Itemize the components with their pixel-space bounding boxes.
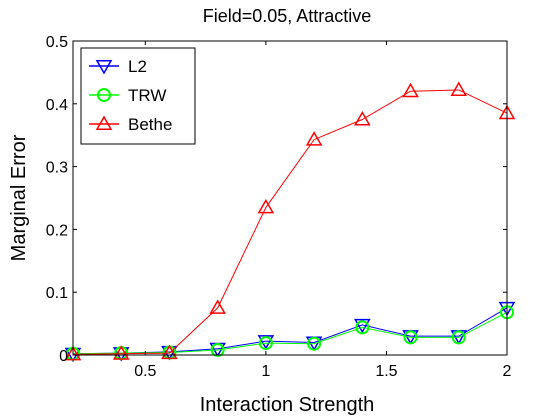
data-point-l2 [354, 318, 371, 334]
data-point-bethe [402, 82, 419, 98]
plot-frame [72, 40, 508, 356]
legend-entry-bethe: Bethe [89, 115, 172, 134]
data-point-bethe [161, 344, 178, 360]
x-tick-label: 1.5 [375, 363, 397, 380]
legend-marker-bethe [95, 115, 113, 130]
data-point-trw [451, 330, 466, 345]
y-axis-title: Marginal Error [8, 134, 30, 261]
chart-title: Field=0.05, Attractive [203, 6, 372, 26]
y-tick-label: 0.1 [46, 285, 68, 302]
data-point-trw [307, 336, 322, 351]
data-point-bethe [354, 110, 371, 126]
y-tick-label: 0.2 [46, 222, 68, 239]
data-point-bethe [305, 131, 323, 146]
data-point-bethe [257, 198, 275, 214]
data-point-l2 [257, 335, 275, 350]
legend-entry-trw: TRW [89, 86, 166, 105]
legend-label-l2: L2 [128, 57, 147, 76]
x-tick-label: 0.5 [134, 363, 156, 380]
y-tick-label: 0 [59, 348, 68, 365]
data-point-trw [355, 320, 370, 335]
legend-entry-l2: L2 [89, 57, 147, 76]
x-tick-label: 2 [503, 363, 512, 380]
data-point-bethe [64, 345, 82, 361]
x-tick-label: 1 [261, 363, 270, 380]
data-point-bethe [112, 345, 130, 360]
ticks-layer: 0.5 1 1.5 2 0 0.1 0.2 0.3 0.4 0.5 [46, 34, 512, 380]
data-point-bethe [450, 81, 468, 96]
legend-box [80, 47, 196, 145]
x-axis-title: Interaction Strength [200, 394, 375, 416]
y-tick-label: 0.4 [46, 97, 68, 114]
data-point-trw [258, 336, 273, 351]
y-tick-label: 0.5 [46, 34, 68, 51]
legend-label-trw: TRW [128, 86, 166, 105]
y-tick-label: 0.3 [46, 160, 68, 177]
legend-label-bethe: Bethe [128, 115, 172, 134]
data-point-trw [210, 342, 225, 357]
data-point-trw [403, 330, 418, 345]
legend-marker-l2 [95, 60, 113, 75]
legend: L2 TRW Bethe [80, 47, 196, 145]
data-point-bethe [209, 299, 226, 314]
legend-marker-trw [97, 88, 111, 102]
